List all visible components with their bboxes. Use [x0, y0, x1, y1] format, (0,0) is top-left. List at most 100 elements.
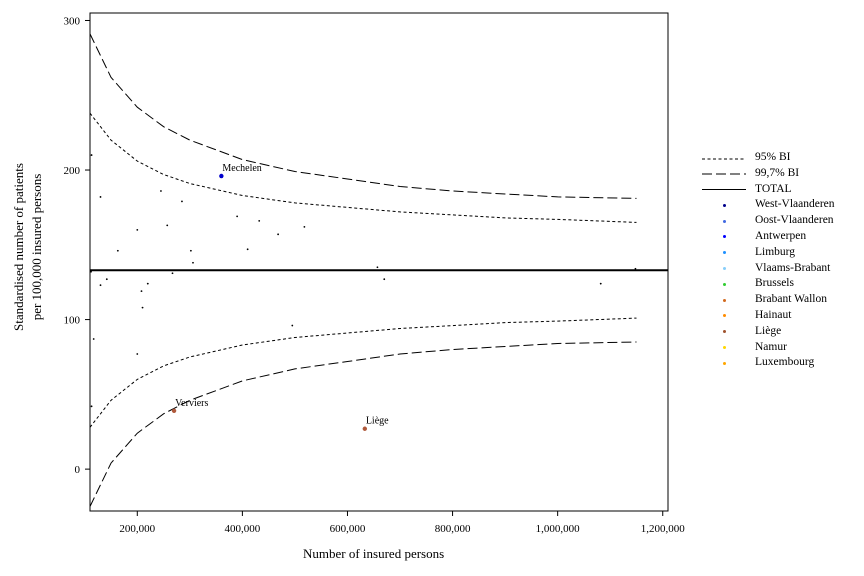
- x-tick-label: 1,200,000: [641, 523, 686, 535]
- data-point: [90, 270, 92, 273]
- x-tick-label: 600,000: [330, 523, 366, 535]
- x-axis-title: Number of insured persons: [303, 546, 445, 561]
- legend-label: Luxembourg: [755, 356, 815, 369]
- legend-item: 99,7% BI: [700, 166, 860, 182]
- legend-item: Antwerpen: [700, 229, 860, 245]
- data-point: [140, 290, 143, 293]
- data-point: [171, 272, 174, 275]
- plot-area: [89, 12, 669, 512]
- legend-item: Brabant Wallon: [700, 292, 860, 308]
- legend-symbol: [702, 182, 746, 198]
- legend-item: Namur: [700, 340, 860, 356]
- data-point: [99, 284, 102, 287]
- legend-label: Limburg: [755, 245, 796, 258]
- data-point: [181, 200, 183, 203]
- y-tick-label: 0: [75, 464, 81, 476]
- data-point: [189, 249, 192, 252]
- legend-label: Oost-Vlaanderen: [755, 214, 834, 227]
- ci95-lower-curve: [89, 317, 637, 428]
- data-point: [90, 154, 93, 156]
- legend-symbol: [702, 324, 746, 340]
- data-point: [136, 228, 139, 231]
- legend-dot: [723, 330, 726, 334]
- data-point: [277, 233, 280, 236]
- data-point: [192, 261, 194, 264]
- legend-dot: [723, 314, 726, 318]
- data-point: [136, 353, 139, 355]
- data-point: [166, 224, 169, 227]
- data-point: [141, 306, 144, 309]
- legend-item: Limburg: [700, 245, 860, 261]
- data-point: [92, 338, 95, 340]
- point-label: Verviers: [175, 398, 208, 409]
- y-tick-label: 100: [64, 315, 81, 327]
- legend-item: Brussels: [700, 276, 860, 292]
- x-tick-label: 400,000: [225, 523, 261, 535]
- x-tick-label: 200,000: [119, 523, 155, 535]
- point-label: Mechelen: [222, 163, 261, 174]
- x-tick-label: 800,000: [435, 523, 471, 535]
- legend-symbol: [702, 213, 746, 229]
- legend-label: West-Vlaanderen: [755, 198, 835, 211]
- legend-symbol: [702, 197, 746, 213]
- data-point: [634, 267, 637, 270]
- data-point: [236, 215, 239, 218]
- legend-symbol: [702, 355, 746, 371]
- data-point: [376, 266, 379, 269]
- legend-item: Oost-Vlaanderen: [700, 213, 860, 229]
- legend-line: [702, 189, 746, 191]
- data-point: [90, 405, 93, 408]
- legend-dot: [723, 203, 726, 207]
- highlighted-point: [171, 408, 177, 414]
- legend-label: Hainaut: [755, 308, 792, 321]
- data-point: [303, 225, 306, 228]
- legend-item: Luxembourg: [700, 355, 860, 371]
- data-point: [146, 282, 149, 285]
- legend-item: Vlaams-Brabant: [700, 261, 860, 277]
- legend-item: Liège: [700, 324, 860, 340]
- legend-line: [702, 158, 746, 160]
- data-point: [105, 278, 108, 281]
- y-axis-title-line-2: per 100,000 insured persons: [29, 174, 44, 321]
- data-point: [246, 248, 249, 251]
- ci997-upper-curve: [89, 33, 637, 199]
- data-point: [160, 190, 162, 192]
- legend-symbol: [702, 261, 746, 277]
- y-tick-label: 300: [64, 15, 81, 27]
- legend-label: TOTAL: [755, 182, 792, 195]
- highlighted-point: [219, 173, 224, 179]
- legend-symbol: [702, 229, 746, 245]
- data-point: [99, 196, 102, 198]
- legend-symbol: [702, 166, 746, 182]
- legend-line: [702, 173, 746, 175]
- legend-item: TOTAL: [700, 182, 860, 198]
- highlighted-point: [362, 426, 368, 431]
- ci95-upper-curve: [89, 112, 637, 223]
- legend: 95% BI 99,7% BI TOTAL West-Vlaanderen Oost-V…: [700, 150, 860, 371]
- y-axis-title-line-1: Standardised number of patients: [11, 163, 26, 331]
- legend-item: West-Vlaanderen: [700, 197, 860, 213]
- legend-dot: [723, 251, 726, 255]
- legend-symbol: [702, 308, 746, 324]
- legend-label: Brussels: [755, 277, 794, 290]
- legend-dot: [723, 219, 726, 223]
- legend-dot: [723, 361, 726, 365]
- legend-label: Brabant Wallon: [755, 293, 827, 306]
- point-label: Liège: [366, 416, 389, 427]
- legend-dot: [723, 266, 726, 270]
- legend-dot: [723, 298, 726, 302]
- legend-dot: [723, 235, 726, 239]
- legend-label: Liège: [755, 324, 782, 337]
- legend-label: 99,7% BI: [755, 166, 800, 179]
- legend-symbol: [702, 340, 746, 356]
- legend-dot: [723, 282, 726, 286]
- legend-label: Vlaams-Brabant: [755, 261, 831, 274]
- legend-label: 95% BI: [755, 151, 791, 163]
- data-point: [383, 278, 386, 281]
- legend-dot: [723, 345, 726, 349]
- legend-symbol: [702, 245, 746, 261]
- y-tick-label: 200: [64, 165, 81, 177]
- data-point: [116, 249, 119, 252]
- data-point: [291, 324, 294, 327]
